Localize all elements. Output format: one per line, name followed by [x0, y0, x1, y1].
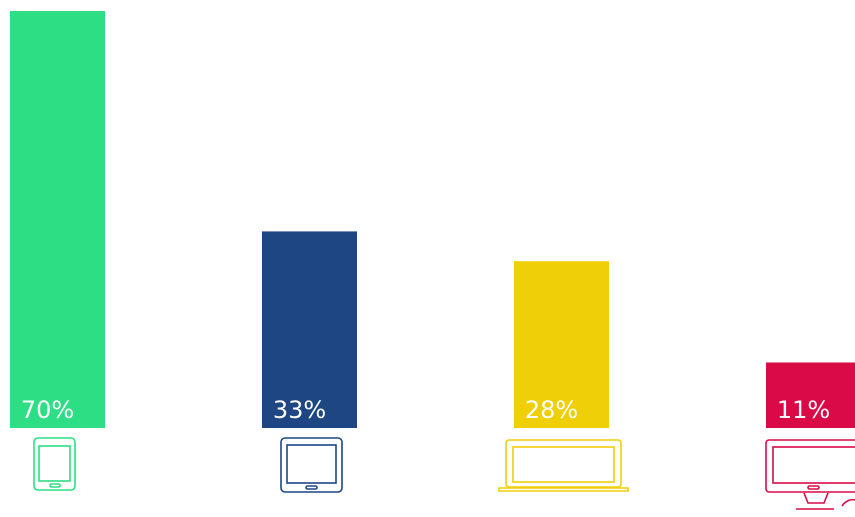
- device-icons-layer: [33, 437, 855, 510]
- bar-value-label-laptop: 28%: [525, 396, 578, 424]
- bar-value-label-smartphone: 70%: [21, 396, 74, 424]
- bars-layer: [10, 11, 855, 428]
- bar-desktop: [766, 362, 855, 428]
- bar-value-label-desktop: 11%: [777, 396, 830, 424]
- bar-tablet: [262, 231, 357, 428]
- bar-smartphone: [10, 11, 105, 428]
- value-labels-layer: 70% 33% 28% 11%: [21, 396, 830, 424]
- laptop-icon: [498, 439, 629, 492]
- tablet-icon: [280, 437, 343, 493]
- desktop-monitor-icon: [765, 439, 855, 510]
- bar-laptop: [514, 261, 609, 428]
- bar-value-label-tablet: 33%: [273, 396, 326, 424]
- smartphone-icon: [33, 437, 76, 491]
